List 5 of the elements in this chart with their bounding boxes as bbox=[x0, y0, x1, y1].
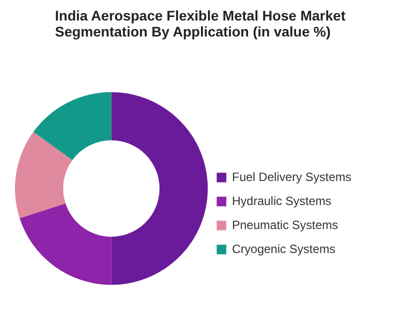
legend-label: Fuel Delivery Systems bbox=[232, 170, 352, 184]
chart-title: India Aerospace Flexible Metal Hose Market Segmentation By Application (in value %) bbox=[55, 8, 346, 40]
legend-label: Hydraulic Systems bbox=[232, 194, 332, 208]
legend-label: Cryogenic Systems bbox=[232, 242, 336, 256]
legend-label: Pneumatic Systems bbox=[232, 218, 338, 232]
